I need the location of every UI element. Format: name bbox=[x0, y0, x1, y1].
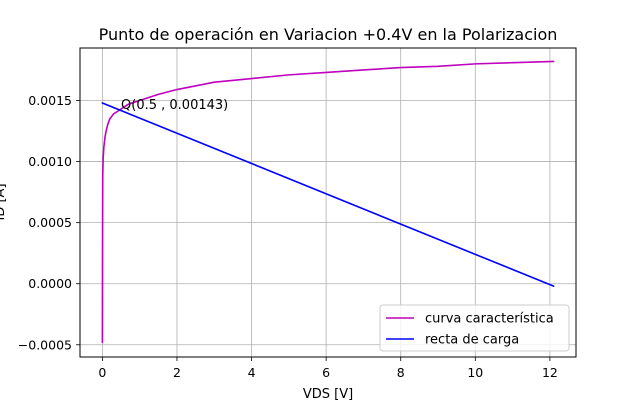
y-ticks: −0.0005 0.0000 0.0005 0.0010 0.0015 bbox=[18, 93, 80, 352]
y-tick-label: −0.0005 bbox=[18, 337, 72, 352]
grid bbox=[80, 48, 576, 357]
x-tick-label: 10 bbox=[467, 365, 483, 380]
legend-label: recta de carga bbox=[425, 333, 519, 348]
series-line-curva-caracteristica bbox=[101, 60, 555, 344]
y-tick-label: 0.0005 bbox=[28, 215, 72, 230]
legend-box bbox=[379, 304, 570, 352]
chart-title: Punto de operación en Variacion +0.4V en… bbox=[99, 25, 558, 44]
series-line-recta-de-carga bbox=[101, 102, 555, 287]
legend: curva característica recta de carga bbox=[379, 304, 570, 352]
x-ticks: 0 2 4 6 8 10 12 bbox=[98, 357, 558, 380]
y-tick-label: 0.0015 bbox=[28, 93, 72, 108]
y-axis-label: ID [A] bbox=[0, 183, 8, 220]
series-layer bbox=[101, 60, 555, 344]
x-tick-label: 6 bbox=[322, 365, 330, 380]
x-tick-label: 4 bbox=[248, 365, 256, 380]
x-tick-label: 12 bbox=[542, 365, 558, 380]
y-tick-label: 0.0000 bbox=[28, 276, 72, 291]
x-axis-label: VDS [V] bbox=[303, 387, 353, 402]
y-tick-label: 0.0010 bbox=[28, 154, 72, 169]
x-tick-label: 2 bbox=[173, 365, 181, 380]
operating-point-annotation: Q(0.5 , 0.00143) bbox=[121, 98, 228, 113]
legend-label: curva característica bbox=[425, 312, 554, 327]
annotations: Q(0.5 , 0.00143) bbox=[121, 98, 228, 113]
x-tick-label: 8 bbox=[397, 365, 405, 380]
x-tick-label: 0 bbox=[98, 365, 106, 380]
plot-area-frame bbox=[79, 47, 577, 358]
